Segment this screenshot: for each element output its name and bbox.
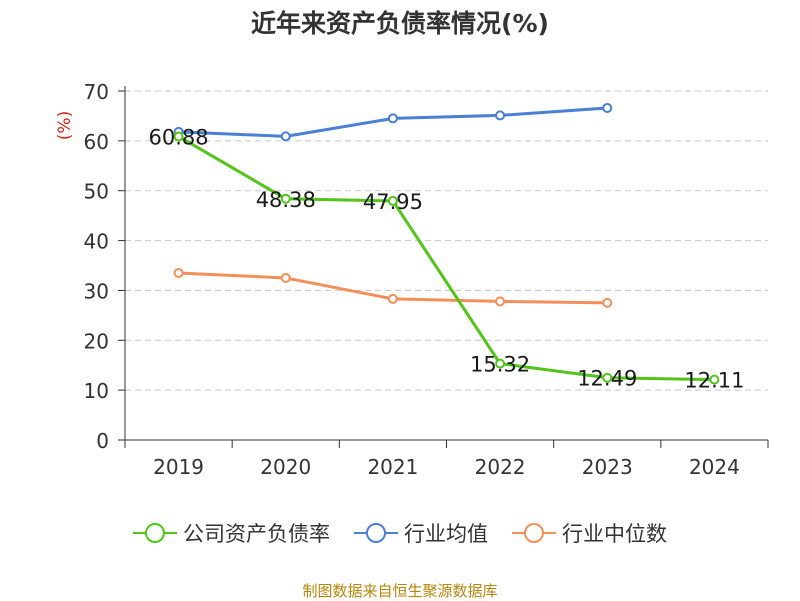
- gridlines: [125, 90, 768, 391]
- series-line: [177, 135, 715, 382]
- legend-label-industry-median: 行业中位数: [562, 522, 667, 546]
- data-point: [173, 131, 184, 142]
- data-point: [280, 193, 291, 204]
- data-label: 48.38: [256, 188, 316, 212]
- source-note: 制图数据来自恒生聚源数据库: [302, 582, 498, 600]
- legend-marker-industry-median: [512, 523, 556, 543]
- data-point: [602, 102, 613, 113]
- data-label: 15.32: [470, 353, 530, 377]
- data-point: [280, 272, 291, 283]
- y-tick-label: 50: [84, 180, 109, 204]
- data-label: 60.88: [149, 125, 209, 149]
- x-tick-label: 2024: [689, 455, 740, 479]
- data-label: 12.11: [684, 369, 744, 393]
- data-point: [387, 195, 398, 206]
- legend-item-industry-median[interactable]: 行业中位数: [512, 518, 667, 548]
- series: [173, 102, 720, 385]
- x-tick-label: 2022: [475, 455, 526, 479]
- legend-marker-industry-average: [354, 523, 398, 543]
- legend-marker-company: [133, 523, 177, 543]
- legend-label-industry-average: 行业均值: [404, 522, 488, 546]
- data-label: 12.49: [577, 367, 637, 391]
- data-point: [602, 372, 613, 383]
- x-tick-label: 2023: [582, 455, 633, 479]
- legend-item-company[interactable]: 公司资产负债率: [133, 518, 330, 548]
- y-axis-label: (%): [55, 111, 75, 140]
- data-point: [495, 296, 506, 307]
- data-point: [173, 267, 184, 278]
- data-point: [387, 113, 398, 124]
- data-point: [280, 131, 291, 142]
- x-tick-label: 2021: [367, 455, 418, 479]
- y-tick-label: 20: [84, 329, 109, 353]
- y-tick-label: 30: [84, 279, 109, 303]
- x-tick-label: 2020: [260, 455, 311, 479]
- legend: 公司资产负债率 行业均值 行业中位数: [0, 518, 800, 548]
- data-point: [709, 374, 720, 385]
- y-tick-label: 40: [84, 230, 109, 254]
- data-label: 47.95: [363, 190, 423, 214]
- y-tick-label: 70: [84, 80, 109, 104]
- data-labels: 60.88 48.38 47.95 15.32 12.49 12.11: [149, 125, 745, 392]
- y-tick-label: 10: [84, 379, 109, 403]
- y-tick-label: 60: [84, 130, 109, 154]
- axes: 0 10 20 30 40 50 60 70 2019 2020 2021 2022 2023 2024 (…: [55, 80, 769, 479]
- data-point: [495, 358, 506, 369]
- legend-item-industry-average[interactable]: 行业均值: [354, 518, 488, 548]
- legend-label-company: 公司资产负债率: [183, 522, 330, 546]
- chart-title: 近年来资产负债率情况(%): [251, 9, 549, 38]
- y-tick-label: 0: [96, 429, 109, 453]
- data-point: [387, 293, 398, 304]
- data-point: [495, 110, 506, 121]
- x-tick-label: 2019: [153, 455, 204, 479]
- data-point: [602, 297, 613, 308]
